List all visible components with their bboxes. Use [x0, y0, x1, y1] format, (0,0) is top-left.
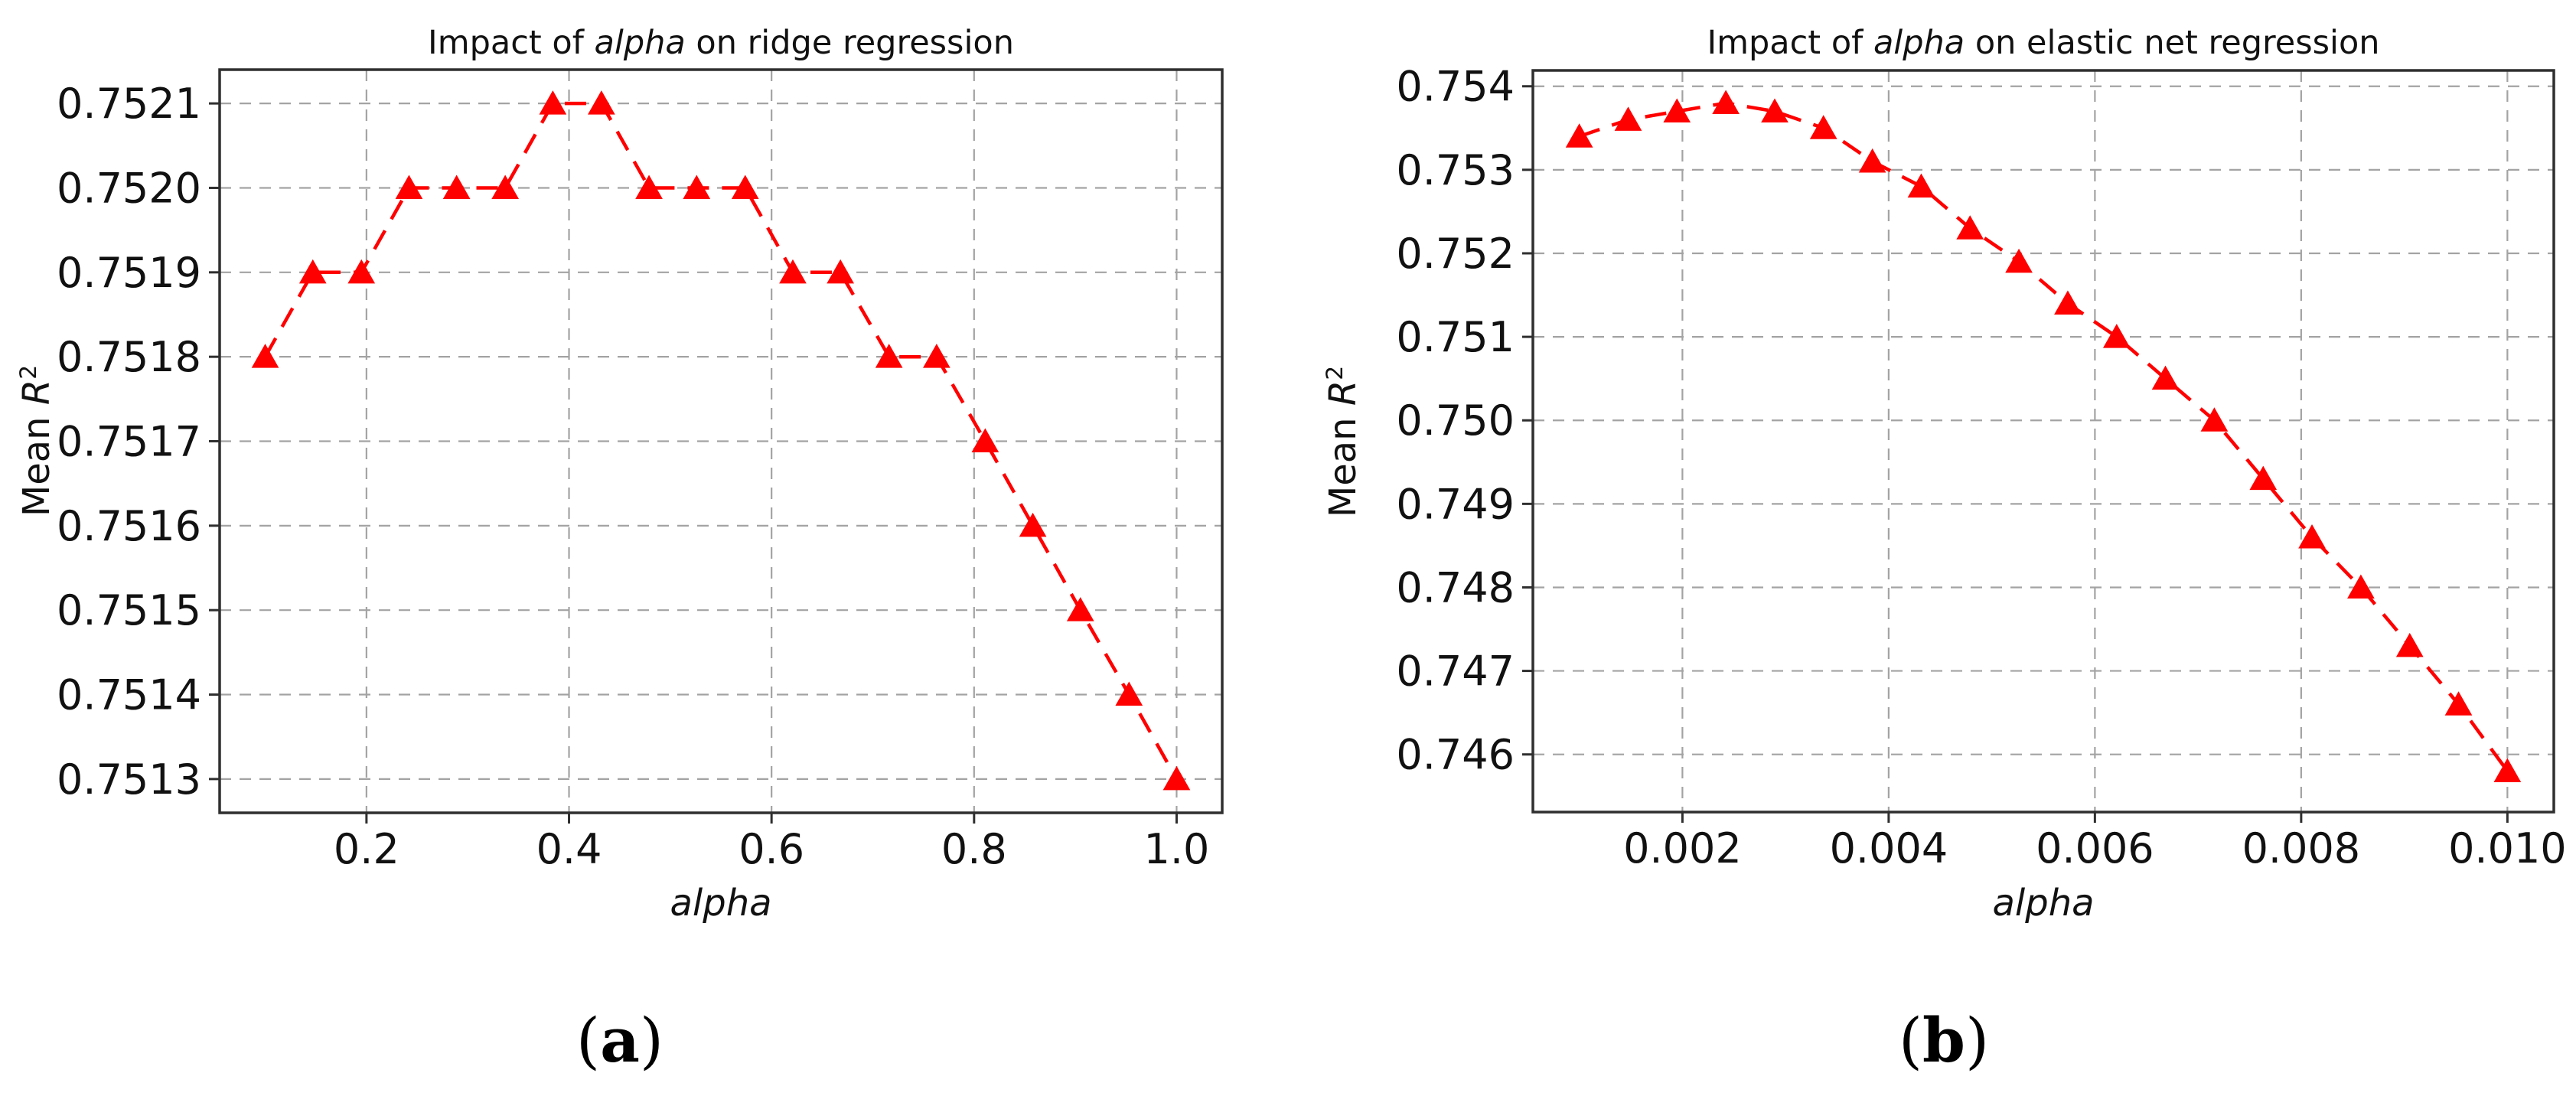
- svg-text:0.749: 0.749: [1396, 480, 1515, 528]
- svg-text:0.004: 0.004: [1830, 824, 1948, 873]
- svg-text:0.7515: 0.7515: [57, 586, 201, 634]
- svg-text:1.0: 1.0: [1144, 825, 1210, 873]
- svg-text:0.747: 0.747: [1396, 647, 1515, 696]
- title-text: Impact of: [428, 24, 595, 62]
- svg-text:0.002: 0.002: [1623, 824, 1742, 873]
- svg-text:0.7513: 0.7513: [57, 755, 201, 804]
- svg-text:0.752: 0.752: [1396, 230, 1515, 278]
- svg-text:0.006: 0.006: [2036, 824, 2154, 873]
- title-text: Impact of: [1707, 24, 1873, 62]
- svg-text:0.7516: 0.7516: [57, 502, 201, 550]
- title-text: on ridge regression: [685, 24, 1014, 62]
- ridge-plot-area: 0.2 0.4 0.6 0.8 1.0 0.7513 0.7514 0.7515 0.7516 0…: [57, 68, 1224, 873]
- elastic-net-plot-area: 0.002 0.004 0.006 0.008 0.010 0.746 0.747 0.748…: [1396, 63, 2567, 873]
- ylabel-italic-r: R: [1322, 380, 1365, 406]
- caption-paren: ): [1965, 1005, 1990, 1076]
- caption-letter: a: [600, 1004, 640, 1076]
- svg-text:0.7520: 0.7520: [57, 164, 201, 212]
- ridge-x-axis-label: alpha: [670, 882, 771, 925]
- ylabel-text: Mean: [1322, 406, 1365, 518]
- xlabel-italic-alpha: alpha: [670, 882, 772, 925]
- svg-text:0.7519: 0.7519: [57, 249, 201, 297]
- ylabel-superscript: 2: [15, 364, 42, 380]
- svg-text:0.4: 0.4: [536, 825, 602, 873]
- svg-text:0.750: 0.750: [1396, 396, 1515, 445]
- title-italic-alpha: alpha: [594, 24, 686, 62]
- caption-paren: (: [576, 1005, 601, 1076]
- ridge-y-axis-label: Mean R2: [15, 365, 58, 517]
- ylabel-italic-r: R: [15, 379, 58, 406]
- elastic-net-chart-title: Impact of alpha on elastic net regressio…: [1707, 24, 2379, 62]
- ridge-chart-title: Impact of alpha on ridge regression: [428, 24, 1014, 62]
- svg-text:0.010: 0.010: [2448, 824, 2567, 873]
- panel-b-caption: (b): [1899, 1004, 1989, 1076]
- caption-paren: ): [639, 1005, 664, 1076]
- caption-letter: b: [1922, 1004, 1965, 1076]
- caption-paren: (: [1898, 1005, 1923, 1076]
- svg-text:0.8: 0.8: [941, 825, 1007, 873]
- svg-text:0.008: 0.008: [2242, 824, 2361, 873]
- svg-text:0.7514: 0.7514: [57, 671, 201, 719]
- svg-text:0.6: 0.6: [739, 825, 804, 873]
- title-italic-alpha: alpha: [1873, 24, 1965, 62]
- svg-text:0.7518: 0.7518: [57, 333, 201, 381]
- elastic-net-chart-panel: 0.002 0.004 0.006 0.008 0.010 0.746 0.747 0.748…: [1288, 0, 2576, 1096]
- svg-text:0.748: 0.748: [1396, 563, 1515, 612]
- svg-text:0.754: 0.754: [1396, 63, 1515, 111]
- svg-text:0.746: 0.746: [1396, 731, 1515, 779]
- ridge-chart-panel: 0.2 0.4 0.6 0.8 1.0 0.7513 0.7514 0.7515 0.7516 0…: [15, 24, 1224, 1076]
- svg-text:0.753: 0.753: [1396, 146, 1515, 194]
- elastic-net-x-axis-label: alpha: [1992, 882, 2094, 925]
- xlabel-italic-alpha: alpha: [1992, 882, 2095, 925]
- svg-text:0.7521: 0.7521: [57, 80, 201, 128]
- elastic-net-y-axis-label: Mean R2: [1322, 366, 1365, 517]
- svg-text:0.2: 0.2: [334, 825, 399, 873]
- svg-text:0.7517: 0.7517: [57, 418, 201, 466]
- svg-text:0.751: 0.751: [1396, 313, 1515, 361]
- ylabel-superscript: 2: [1322, 365, 1348, 380]
- ylabel-text: Mean: [15, 405, 58, 517]
- panel-a-caption: (a): [576, 1004, 664, 1076]
- title-text: on elastic net regression: [1965, 24, 2380, 62]
